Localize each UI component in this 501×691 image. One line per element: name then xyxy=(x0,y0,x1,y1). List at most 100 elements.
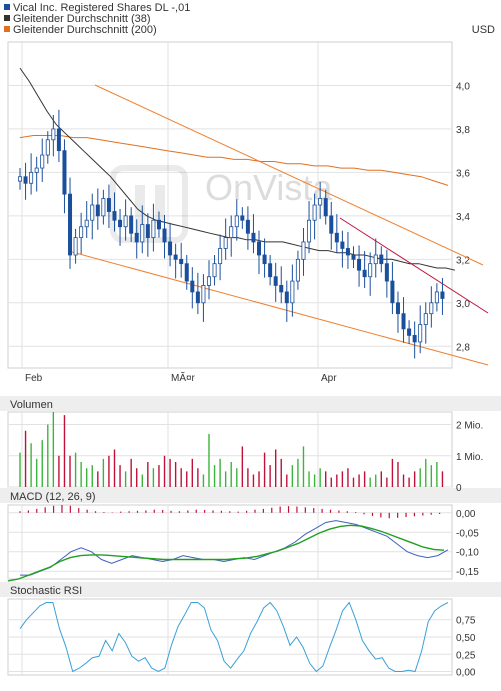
price-panel-frame xyxy=(7,41,453,369)
price-candle xyxy=(118,208,123,246)
price-candle xyxy=(284,280,289,322)
price-candle xyxy=(407,320,412,345)
candle-body xyxy=(423,313,428,325)
price-candle xyxy=(123,199,128,241)
price-candle xyxy=(195,272,200,315)
candle-body xyxy=(307,219,312,243)
candle-body xyxy=(145,224,150,238)
price-candle xyxy=(268,254,273,286)
volume-y-tick-label: 0 xyxy=(456,483,462,494)
price-candle xyxy=(357,245,362,287)
legend-label-ma38: Gleitender Durchschnitt (38) xyxy=(13,13,151,25)
price-candle xyxy=(379,246,384,273)
stochastic-panel-title: Stochastic RSI xyxy=(10,585,83,597)
candle-body xyxy=(268,263,273,278)
price-candle xyxy=(73,228,78,264)
upper-channel-trendline xyxy=(94,84,484,266)
price-y-tick-label: 4,0 xyxy=(456,81,470,92)
candle-body xyxy=(279,285,284,293)
candle-body xyxy=(384,263,389,282)
candle-body xyxy=(262,254,267,265)
legend-item-ma200: Gleitender Durchschnitt (200) xyxy=(4,24,157,36)
macd-y-tick-label: -0,05 xyxy=(456,528,479,539)
price-y-tick-label: 3,2 xyxy=(456,255,470,266)
candle-body xyxy=(407,328,412,336)
candle-body xyxy=(23,176,28,184)
candle-body xyxy=(123,215,128,228)
candle-body xyxy=(312,204,317,221)
price-candle xyxy=(23,162,28,200)
macd-y-tick-label: -0,10 xyxy=(456,548,479,559)
legend-swatch-ma200 xyxy=(4,26,10,32)
price-candle xyxy=(390,261,395,315)
macd-y-tick-label: 0,00 xyxy=(456,509,476,520)
price-candle xyxy=(62,139,67,214)
price-candle xyxy=(312,193,317,240)
price-x-tick-label: Apr xyxy=(321,373,337,384)
candle-body xyxy=(73,237,78,256)
candle-body xyxy=(440,291,445,299)
price-candle xyxy=(29,153,34,195)
price-y-tick-label: 3,0 xyxy=(456,299,470,310)
price-candle xyxy=(56,109,61,162)
candle-body xyxy=(68,193,73,256)
price-x-tick-label: MÃ¤r xyxy=(171,371,196,384)
price-candle xyxy=(318,181,323,219)
watermark-logo-bar xyxy=(135,185,145,240)
price-candle xyxy=(290,264,295,317)
price-x-tick-label: Feb xyxy=(25,373,43,384)
price-candle xyxy=(95,188,100,230)
price-candle xyxy=(262,238,267,278)
candle-body xyxy=(56,128,61,152)
price-candle xyxy=(140,205,145,254)
candle-body xyxy=(40,154,45,169)
price-candle xyxy=(201,274,206,322)
price-candle xyxy=(84,201,89,239)
price-candle xyxy=(79,212,84,255)
candle-body xyxy=(218,248,223,265)
legend-item-ma38: Gleitender Durchschnitt (38) xyxy=(4,13,151,25)
stochastic-header-bar xyxy=(0,582,501,597)
candle-body xyxy=(229,226,234,239)
price-candle xyxy=(395,291,400,333)
price-candle xyxy=(373,238,378,278)
price-candle xyxy=(279,266,284,304)
price-candle xyxy=(384,249,389,298)
candle-body xyxy=(201,285,206,304)
price-candle xyxy=(251,214,256,254)
price-candle xyxy=(40,138,45,182)
candle-body xyxy=(395,302,400,315)
candle-body xyxy=(223,237,228,249)
price-candle xyxy=(429,286,434,328)
candle-body xyxy=(17,176,22,182)
ma200-line xyxy=(19,135,449,186)
price-candle xyxy=(134,219,139,259)
lower-channel-trendline xyxy=(71,251,489,366)
candle-body xyxy=(101,198,106,217)
candle-body xyxy=(323,198,328,217)
currency-label: USD xyxy=(471,24,495,36)
macd-header-bar xyxy=(0,488,501,503)
candle-body xyxy=(168,241,173,256)
candle-body xyxy=(273,276,278,286)
price-candle xyxy=(151,203,156,252)
price-y-tick-label: 2,8 xyxy=(456,342,470,353)
price-y-tick-label: 3,8 xyxy=(456,125,470,136)
legend-item-price: Vical Inc. Registered Shares DL -,01 xyxy=(4,2,190,14)
candle-body xyxy=(379,254,384,265)
macd-signal-line xyxy=(7,524,445,582)
price-candle xyxy=(351,246,356,269)
candle-body xyxy=(234,215,239,228)
legend-label-price: Vical Inc. Registered Shares DL -,01 xyxy=(13,2,191,14)
candle-body xyxy=(368,263,373,278)
volume-y-tick-label: 2 Mio. xyxy=(456,421,483,432)
candle-body xyxy=(118,219,123,228)
price-candle xyxy=(323,189,328,225)
candle-body xyxy=(418,324,423,343)
price-candle xyxy=(329,201,334,250)
candle-body xyxy=(95,204,100,217)
candle-body xyxy=(184,263,189,282)
candle-body xyxy=(318,198,323,206)
legend-swatch-ma38 xyxy=(4,15,10,21)
